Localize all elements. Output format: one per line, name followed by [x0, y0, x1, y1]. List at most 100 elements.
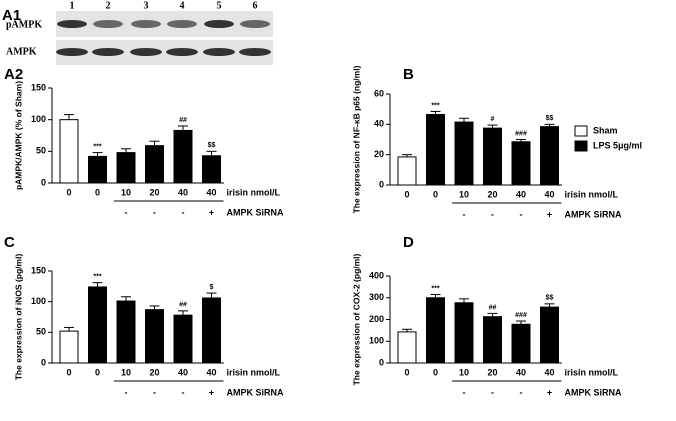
blot-band: [130, 48, 162, 56]
sirna-flag: -: [520, 387, 523, 397]
x-tick-label: 10: [121, 187, 131, 197]
lane-label: 6: [253, 0, 258, 11]
bar: [88, 155, 107, 184]
blot-band: [166, 48, 198, 56]
y-axis-title: The expression of COX-2 (pg/ml): [351, 253, 361, 385]
sirna-flag: -: [125, 207, 128, 217]
x-tick-label: 0: [433, 367, 438, 377]
row-label: irisin nmol/L: [565, 189, 619, 199]
row-label: irisin nmol/L: [227, 187, 281, 197]
x-tick-label: 0: [95, 367, 100, 377]
bar: [397, 156, 417, 186]
x-tick-label: 40: [516, 189, 526, 199]
blot-band: [57, 20, 87, 28]
bar: [145, 145, 164, 184]
blot-row-label: pAMPK: [6, 19, 42, 30]
legend-label: Sham: [593, 125, 618, 135]
bar: [483, 127, 502, 186]
y-tick-label: 0: [41, 357, 46, 367]
blot-band: [167, 20, 197, 28]
x-tick-label: 20: [149, 187, 159, 197]
blot-band: [92, 48, 124, 56]
bar: [116, 300, 136, 364]
blot-band: [239, 48, 271, 56]
significance: ***: [431, 102, 439, 109]
significance: ***: [93, 143, 101, 150]
blot-band: [56, 48, 88, 56]
x-tick-label: 20: [149, 367, 159, 377]
blot-band: [204, 20, 234, 28]
x-tick-label: 0: [95, 187, 100, 197]
lane-label: 4: [180, 0, 185, 11]
significance: $$: [546, 295, 554, 302]
lane-label: 3: [144, 0, 149, 11]
bar: [88, 286, 107, 364]
blot-strip: [56, 11, 273, 37]
y-tick-label: 100: [369, 336, 384, 346]
significance: ***: [93, 273, 101, 280]
significance: $$: [546, 115, 554, 122]
x-tick-label: 0: [404, 367, 409, 377]
sirna-flag: -: [491, 387, 494, 397]
bar: [59, 119, 79, 184]
bar: [426, 297, 445, 364]
row-label: irisin nmol/L: [565, 367, 619, 377]
x-tick-label: 40: [544, 367, 554, 377]
row-label: AMPK SiRNA: [565, 209, 623, 219]
row-label: AMPK SiRNA: [227, 207, 285, 217]
sirna-flag: -: [125, 387, 128, 397]
y-axis-title: The expression of NF-κB p65 (ng/ml): [351, 65, 361, 213]
lane-label: 2: [106, 0, 111, 11]
y-tick-label: 0: [379, 357, 384, 367]
x-tick-label: 0: [404, 189, 409, 199]
y-tick-label: 50: [36, 146, 46, 156]
row-label: irisin nmol/L: [227, 367, 281, 377]
panel-letter: D: [403, 234, 414, 251]
sirna-flag: -: [463, 209, 466, 219]
bar: [483, 316, 502, 364]
sirna-flag: -: [153, 387, 156, 397]
significance: ###: [515, 312, 527, 319]
blot-band: [131, 20, 161, 28]
bar: [454, 121, 474, 186]
legend-label: LPS 5μg/ml: [593, 140, 642, 150]
significance: ##: [179, 302, 187, 309]
bar: [202, 155, 221, 184]
x-tick-label: 40: [206, 187, 216, 197]
bar: [202, 297, 221, 364]
significance: #: [491, 116, 495, 123]
y-tick-label: 100: [31, 296, 46, 306]
lane-label: 1: [70, 0, 75, 11]
sirna-flag: +: [209, 207, 214, 217]
bar: [173, 314, 193, 364]
row-label: AMPK SiRNA: [565, 387, 623, 397]
y-axis-title: pAMPK/AMPK (% of Sham): [13, 81, 23, 190]
y-tick-label: 0: [379, 179, 384, 189]
x-tick-label: 40: [178, 187, 188, 197]
bar: [540, 126, 559, 186]
y-tick-label: 60: [374, 88, 384, 98]
sirna-flag: -: [153, 207, 156, 217]
bar: [173, 129, 193, 184]
x-tick-label: 10: [121, 367, 131, 377]
bar: [511, 323, 531, 364]
x-tick-label: 20: [487, 189, 497, 199]
x-tick-label: 0: [66, 367, 71, 377]
bar: [145, 309, 164, 364]
y-tick-label: 150: [31, 82, 46, 92]
blot-band: [93, 20, 123, 28]
significance: ##: [179, 117, 187, 124]
y-tick-label: 0: [41, 177, 46, 187]
sirna-flag: -: [491, 209, 494, 219]
x-tick-label: 40: [516, 367, 526, 377]
y-tick-label: 100: [31, 114, 46, 124]
y-tick-label: 400: [369, 270, 384, 280]
panel-letter: A1: [2, 7, 21, 24]
y-tick-label: 200: [369, 314, 384, 324]
x-tick-label: 10: [459, 367, 469, 377]
y-tick-label: 300: [369, 292, 384, 302]
significance: ***: [431, 285, 439, 292]
x-tick-label: 0: [66, 187, 71, 197]
panel-letter: A2: [4, 66, 23, 83]
y-tick-label: 20: [374, 149, 384, 159]
